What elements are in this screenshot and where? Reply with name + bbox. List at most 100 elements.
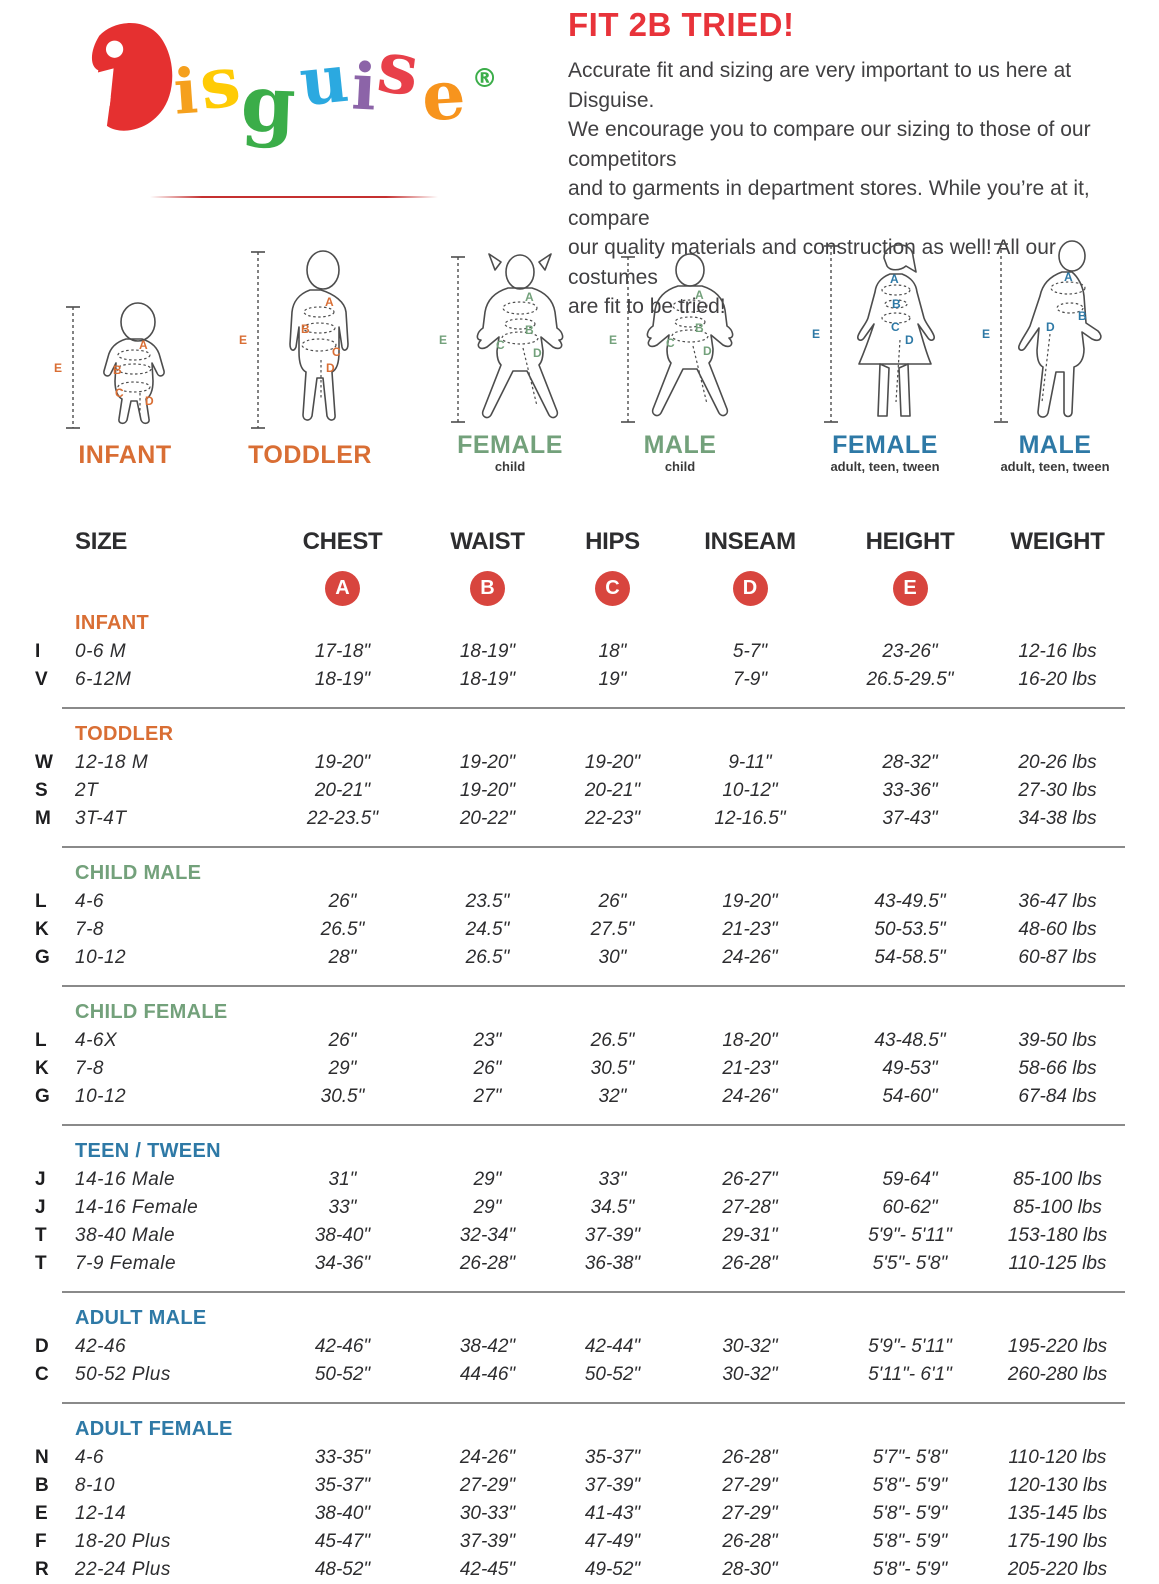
- svg-text:E: E: [609, 333, 617, 347]
- row-size: 14-16 Female: [75, 1197, 199, 1218]
- cell-height: 43-48.5": [874, 1030, 946, 1051]
- cell-inseam: 27-29": [722, 1475, 778, 1496]
- table-row: J 14-16 Male 31" 29" 33" 26-27" 59-64" 85-100 l…: [35, 1166, 1125, 1194]
- figure-sublabel: child: [664, 459, 696, 475]
- cell-inseam: 18-20": [722, 1030, 778, 1051]
- svg-text:C: C: [115, 386, 124, 400]
- svg-text:D: D: [703, 344, 712, 358]
- row-size: 7-8: [75, 1058, 104, 1079]
- svg-text:D: D: [533, 346, 542, 360]
- badge-cell: C: [555, 570, 670, 606]
- cell-weight: 36-47 lbs: [1018, 891, 1097, 912]
- cell-height: 5'8"- 5'9": [872, 1559, 948, 1580]
- cell-height: 26.5-29.5": [866, 669, 954, 690]
- cell-hips: 33": [598, 1169, 627, 1190]
- intro-text-line: We encourage you to compare our sizing t…: [568, 118, 1091, 171]
- logo-letter: s: [372, 22, 424, 113]
- badge-cell: D: [670, 570, 830, 606]
- logo-letter: g: [239, 58, 298, 151]
- cell-hips: 30": [598, 947, 627, 968]
- row-size: 50-52 Plus: [75, 1364, 171, 1385]
- cell-waist: 29": [473, 1197, 502, 1218]
- cell-chest: 33": [328, 1197, 357, 1218]
- badge-a: A: [325, 570, 360, 606]
- logo-letter: u: [295, 38, 352, 122]
- table-header-row: SIZE CHEST WAIST HIPS INSEAM HEIGHT WEIG…: [35, 528, 1125, 556]
- cell-waist: 20-22": [459, 808, 516, 829]
- column-header-hips: HIPS: [585, 528, 640, 555]
- cell-weight: 85-100 lbs: [1013, 1197, 1102, 1218]
- cell-height: 33-36": [882, 780, 938, 801]
- section-divider: [62, 707, 1125, 709]
- cell-hips: 49-52": [584, 1559, 641, 1580]
- svg-text:C: C: [891, 320, 900, 334]
- row-size: 7-8: [75, 919, 104, 940]
- cell-hips: 36-38": [584, 1253, 641, 1274]
- cell-weight: 39-50 lbs: [1018, 1030, 1097, 1051]
- cell-waist: 18-19": [459, 641, 516, 662]
- table-row: G 10-12 30.5" 27" 32" 24-26" 54-60" 67-84 lbs: [35, 1083, 1125, 1111]
- row-size: 4-6: [75, 1447, 104, 1468]
- cell-inseam: 27-28": [722, 1197, 778, 1218]
- row-letter: D: [35, 1336, 49, 1357]
- row-letter: B: [35, 1475, 49, 1496]
- row-size: 14-16 Male: [75, 1169, 176, 1190]
- row-size: 38-40 Male: [75, 1225, 176, 1246]
- cell-chest: 17-18": [314, 641, 371, 662]
- cell-inseam: 24-26": [722, 947, 778, 968]
- cell-weight: 110-120 lbs: [1008, 1447, 1107, 1468]
- cell-waist: 19-20": [459, 780, 516, 801]
- section-header: TEEN / TWEEN: [75, 1140, 221, 1162]
- logo-letter: e: [420, 54, 468, 138]
- figure-male-child: E A B C D MALE child: [605, 232, 755, 474]
- cell-inseam: 21-23": [722, 919, 778, 940]
- cell-weight: 85-100 lbs: [1013, 1169, 1102, 1190]
- row-size: 10-12: [75, 947, 127, 968]
- row-letter: L: [35, 891, 47, 912]
- cell-chest: 29": [328, 1058, 357, 1079]
- cell-chest: 26": [328, 891, 357, 912]
- cell-hips: 19": [598, 669, 627, 690]
- row-letter: J: [35, 1197, 46, 1218]
- cell-chest: 19-20": [314, 752, 371, 773]
- cell-weight: 135-145 lbs: [1007, 1503, 1108, 1524]
- cell-inseam: 19-20": [722, 891, 778, 912]
- cell-waist: 44-46": [459, 1364, 516, 1385]
- cell-inseam: 5-7": [732, 641, 768, 662]
- table-row: M 3T-4T 22-23.5" 20-22" 22-23" 12-16.5" 37-43"…: [35, 805, 1125, 833]
- column-header-waist: WAIST: [450, 528, 525, 555]
- cell-chest: 26": [328, 1030, 357, 1051]
- row-letter: T: [35, 1225, 47, 1246]
- row-letter: S: [35, 780, 48, 801]
- cell-waist: 19-20": [459, 752, 516, 773]
- svg-text:D: D: [905, 333, 914, 347]
- cell-weight: 153-180 lbs: [1007, 1225, 1108, 1246]
- toddler-body-diagram-icon: E A B C D: [239, 250, 349, 429]
- svg-text:C: C: [666, 336, 675, 350]
- row-letter: I: [35, 641, 41, 662]
- figure-label: INFANT: [78, 441, 172, 469]
- figure-label: TODDLER: [248, 441, 372, 469]
- cell-waist: 42-45": [459, 1559, 516, 1580]
- disguise-logo: isguise ®: [82, 14, 502, 179]
- badge-b: B: [470, 570, 505, 606]
- cell-chest: 30.5": [320, 1086, 365, 1107]
- row-size: 3T-4T: [75, 808, 127, 829]
- table-body: INFANT I 0-6 M 17-18" 18-19" 18" 5-7" 23-26" 12-…: [35, 612, 1125, 1584]
- cell-height: 49-53": [882, 1058, 938, 1079]
- row-size: 7-9 Female: [75, 1253, 177, 1274]
- column-header-inseam: INSEAM: [704, 528, 796, 555]
- cell-inseam: 30-32": [722, 1364, 778, 1385]
- cell-waist: 26-28": [459, 1253, 516, 1274]
- cell-weight: 20-26 lbs: [1018, 752, 1097, 773]
- cell-waist: 37-39": [459, 1531, 516, 1552]
- cell-chest: 22-23.5": [306, 808, 379, 829]
- cell-hips: 27.5": [590, 919, 635, 940]
- table-row: T 38-40 Male 38-40" 32-34" 37-39" 29-31" 5'9"-…: [35, 1222, 1125, 1250]
- intro-text-line: Accurate fit and sizing are very importa…: [568, 59, 1072, 112]
- cell-waist: 27": [473, 1086, 502, 1107]
- cell-weight: 48-60 lbs: [1018, 919, 1097, 940]
- svg-text:E: E: [812, 327, 820, 341]
- section-divider: [62, 1402, 1125, 1404]
- section-header: TODDLER: [75, 723, 174, 745]
